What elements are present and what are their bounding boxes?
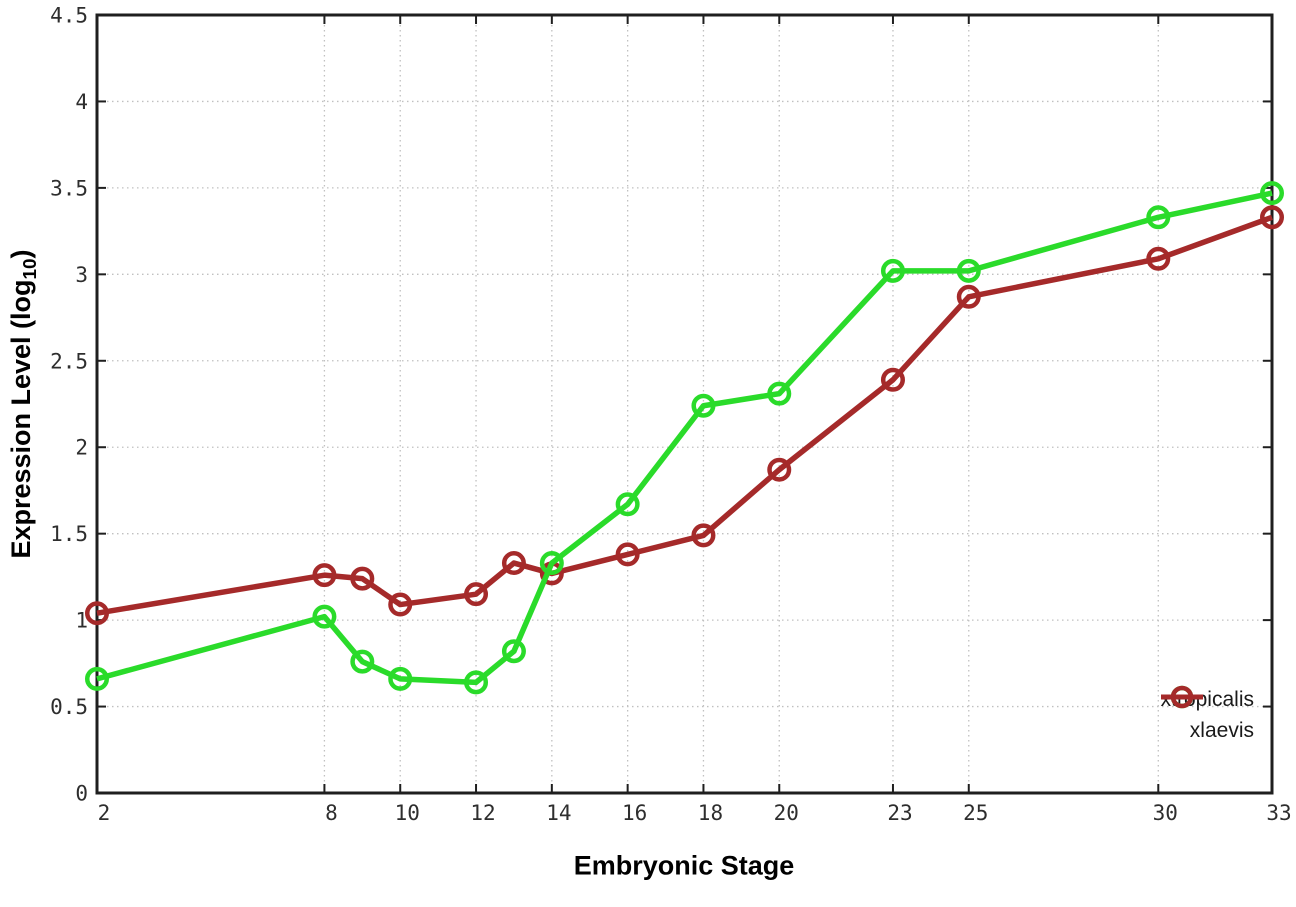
x-tick-label: 14 bbox=[546, 801, 571, 825]
data-point-marker-xlaevis bbox=[1146, 246, 1171, 271]
data-point-marker-xlaevis bbox=[312, 563, 337, 588]
y-axis-title-subscript: 10 bbox=[20, 258, 42, 280]
legend-row-xlaevis: xlaevis bbox=[1160, 685, 1254, 746]
x-tick-label: 20 bbox=[774, 801, 799, 825]
y-tick-label: 0.5 bbox=[50, 695, 88, 719]
data-point-marker-xtropicalis bbox=[615, 492, 640, 517]
data-point-marker-xlaevis bbox=[880, 367, 905, 392]
legend-marker-xlaevis bbox=[1160, 685, 1203, 709]
y-tick-label: 3.5 bbox=[50, 176, 88, 200]
y-tick-label: 4.5 bbox=[50, 4, 88, 28]
legend-label-xlaevis: xlaevis bbox=[1189, 719, 1254, 742]
data-point-marker-xtropicalis bbox=[388, 666, 413, 691]
data-point-marker-xlaevis bbox=[956, 284, 981, 309]
x-tick-label: 23 bbox=[887, 801, 912, 825]
legend: xtropicalis xlaevis bbox=[1160, 684, 1254, 746]
y-tick-label: 0 bbox=[75, 782, 88, 806]
series-line-xlaevis bbox=[96, 214, 1273, 616]
data-point-marker-xtropicalis bbox=[880, 258, 905, 283]
x-tick-label: 30 bbox=[1153, 801, 1178, 825]
series-line-xtropicalis bbox=[96, 190, 1273, 686]
data-point-marker-xtropicalis bbox=[1260, 181, 1284, 206]
y-tick-label: 1.5 bbox=[50, 522, 88, 546]
data-point-marker-xlaevis bbox=[388, 592, 413, 617]
plot-border bbox=[95, 13, 1274, 795]
data-point-marker-xlaevis bbox=[501, 551, 526, 576]
y-axis-title-main: Expression Level (log bbox=[5, 279, 36, 559]
data-point-marker-xtropicalis bbox=[85, 666, 109, 691]
x-tick-label: 2 bbox=[98, 801, 111, 825]
data-point-marker-xlaevis bbox=[1260, 205, 1284, 230]
x-tick-label: 33 bbox=[1266, 801, 1291, 825]
x-tick-label: 25 bbox=[963, 801, 988, 825]
x-tick-label: 16 bbox=[622, 801, 647, 825]
data-point-marker-xtropicalis bbox=[464, 670, 489, 695]
y-tick-label: 3 bbox=[75, 263, 88, 287]
data-point-marker-xtropicalis bbox=[501, 639, 526, 664]
data-point-marker-xtropicalis bbox=[767, 381, 792, 406]
y-tick-label: 4 bbox=[75, 90, 88, 114]
y-tick-label: 2 bbox=[75, 436, 88, 460]
y-tick-label: 1 bbox=[75, 609, 88, 633]
data-point-marker-xlaevis bbox=[350, 566, 375, 591]
y-tick-label: 2.5 bbox=[50, 349, 88, 373]
x-axis-title: Embryonic Stage bbox=[573, 850, 795, 881]
data-point-marker-xtropicalis bbox=[539, 551, 564, 576]
x-tick-label: 18 bbox=[698, 801, 723, 825]
y-axis-title-close: ) bbox=[5, 249, 36, 259]
data-point-marker-xtropicalis bbox=[350, 649, 375, 674]
data-point-marker-xtropicalis bbox=[1146, 205, 1171, 230]
x-tick-label: 10 bbox=[395, 801, 420, 825]
data-point-marker-xlaevis bbox=[615, 542, 640, 567]
y-axis-title: Expression Level (log10) bbox=[6, 249, 42, 558]
data-point-marker-xtropicalis bbox=[312, 604, 337, 629]
data-point-marker-xlaevis bbox=[464, 582, 489, 607]
x-tick-label: 12 bbox=[470, 801, 495, 825]
data-point-marker-xlaevis bbox=[691, 523, 716, 548]
data-point-marker-xtropicalis bbox=[956, 258, 981, 283]
data-point-marker-xlaevis bbox=[85, 601, 109, 626]
x-tick-label: 8 bbox=[325, 801, 338, 825]
data-point-marker-xlaevis bbox=[767, 457, 792, 482]
data-point-marker-xtropicalis bbox=[691, 393, 716, 418]
